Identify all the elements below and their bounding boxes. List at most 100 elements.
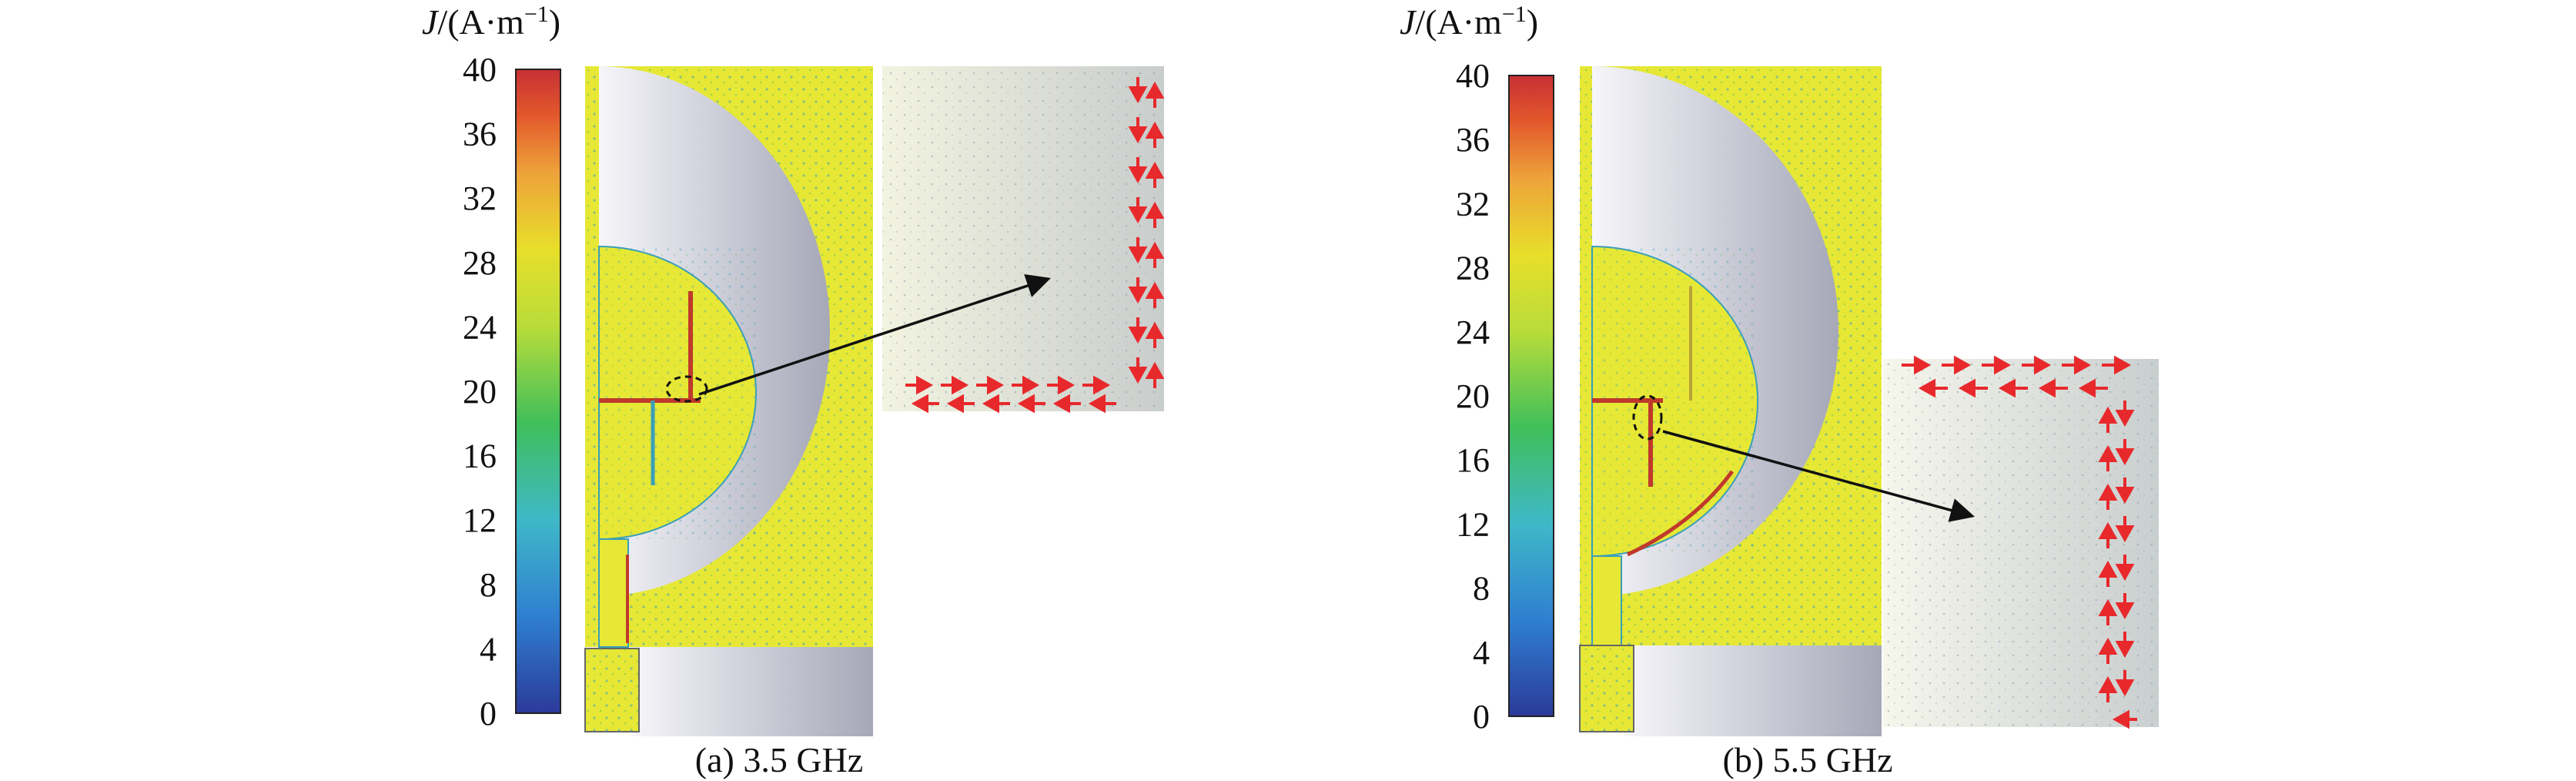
colorbar-tick-label: 32 (1456, 185, 1490, 223)
current-arrow (1958, 378, 1988, 398)
colorbar-tick-label: 16 (463, 437, 497, 475)
colorbar-tick-label: 4 (480, 630, 497, 668)
colorbar-tick-label: 36 (1456, 121, 1490, 159)
colorbar-tick-label: 36 (463, 116, 497, 153)
inset-current-arrows-b (1902, 355, 2137, 729)
zoom-marker-a (665, 375, 708, 403)
colorbar-tick-label: 16 (1456, 441, 1490, 479)
current-arrow (946, 394, 975, 414)
colorbar-tick-label: 0 (1473, 698, 1490, 736)
connector-field-b (1580, 645, 1634, 732)
current-arrow (2115, 401, 2135, 427)
colorbar-tick-label: 28 (463, 244, 497, 282)
current-arrow (1145, 241, 1165, 268)
colorbar-tick-label: 8 (1473, 570, 1490, 608)
current-arrow (2098, 560, 2118, 587)
current-arrow (2115, 670, 2135, 697)
colorbar-tick-label: 28 (1456, 250, 1490, 287)
colorbar-tick-label: 24 (463, 308, 497, 346)
connector-field-a (585, 649, 639, 732)
current-arrow (1082, 375, 1111, 395)
current-arrow (1145, 321, 1165, 348)
current-arrow (1047, 375, 1076, 395)
colorbar-tick-label: 20 (463, 373, 497, 411)
current-arrow (1088, 394, 1116, 414)
current-arrow (1128, 277, 1148, 304)
current-arrow (1918, 378, 1948, 398)
current-arrow (2062, 355, 2092, 375)
current-arrow (941, 375, 969, 395)
current-arrow (982, 394, 1010, 414)
current-arrow (2115, 593, 2135, 620)
current-arrow (1998, 378, 2028, 398)
current-arrow (976, 375, 1005, 395)
current-arrow (2115, 478, 2135, 504)
current-arrow (2098, 637, 2118, 664)
current-arrow (2115, 632, 2135, 659)
current-arrow (1128, 317, 1148, 344)
antenna-structure-b (1579, 66, 1882, 736)
current-arrow (1145, 201, 1165, 228)
current-arrow (2098, 521, 2118, 548)
current-arrow (1145, 361, 1165, 388)
current-arrow (1128, 357, 1148, 384)
current-arrow (2098, 483, 2118, 510)
current-arrow (1145, 81, 1165, 108)
colorbar-tick-label: 12 (1456, 505, 1490, 543)
current-arrow (2115, 555, 2135, 582)
current-arrow (2098, 598, 2118, 625)
current-arrow (1128, 117, 1148, 144)
current-arrow (2102, 355, 2132, 375)
current-arrow (2112, 709, 2137, 729)
zoom-marker-b (1632, 394, 1663, 441)
ground-plane-a (631, 647, 873, 736)
current-arrow (1017, 394, 1045, 414)
colorbar-tick-label: 20 (1456, 377, 1490, 415)
current-arrow (905, 375, 934, 395)
zoom-pointer-arrow-b (1662, 430, 1975, 522)
colorbar-a (515, 69, 561, 714)
colorbar-tick-label: 40 (463, 51, 497, 89)
colorbar-tick-label: 40 (1456, 57, 1490, 95)
current-arrow (1052, 394, 1081, 414)
colorbar-unit-label-a: J/(A·m−1) (422, 2, 560, 42)
colorbar-tick-label: 32 (463, 179, 497, 217)
ground-plane-b (1624, 645, 1882, 736)
current-arrow (1942, 355, 1972, 375)
current-arrow (2115, 439, 2135, 466)
current-arrow (911, 394, 939, 414)
current-arrow (2022, 355, 2052, 375)
current-arrow (2098, 444, 2118, 471)
colorbar-tick-label: 12 (463, 501, 497, 539)
zoom-inset-field-b (1883, 359, 2159, 727)
current-arrow (1982, 355, 2012, 375)
colorbar-tick-label: 8 (480, 566, 497, 604)
zoom-inset-b (1883, 355, 2159, 729)
current-arrow (1128, 197, 1148, 224)
colorbar-tick-label: 24 (1456, 313, 1490, 351)
zoom-inset-field-a (882, 66, 1164, 411)
current-arrow (2098, 675, 2118, 702)
inset-current-arrows-a (905, 77, 1165, 414)
caption-a: (a) 3.5 GHz (695, 740, 863, 779)
colorbar-unit-label-b: J/(A·m−1) (1400, 2, 1538, 42)
current-arrow (1012, 375, 1040, 395)
current-arrow (2038, 378, 2068, 398)
current-arrow (2115, 516, 2135, 543)
feed-line-b (1591, 555, 1622, 648)
current-arrow (1128, 157, 1148, 184)
zoom-pointer-arrow-a (698, 273, 1051, 396)
feed-line-a (598, 538, 629, 648)
colorbar-tick-label: 4 (1473, 634, 1490, 672)
zoom-inset-a (882, 66, 1165, 414)
radiating-patch-field-a (599, 246, 758, 539)
caption-b: (b) 5.5 GHz (1723, 740, 1893, 779)
current-arrow (1145, 121, 1165, 148)
rim-current-b (1626, 470, 1735, 557)
antenna-structure-a (584, 66, 873, 736)
